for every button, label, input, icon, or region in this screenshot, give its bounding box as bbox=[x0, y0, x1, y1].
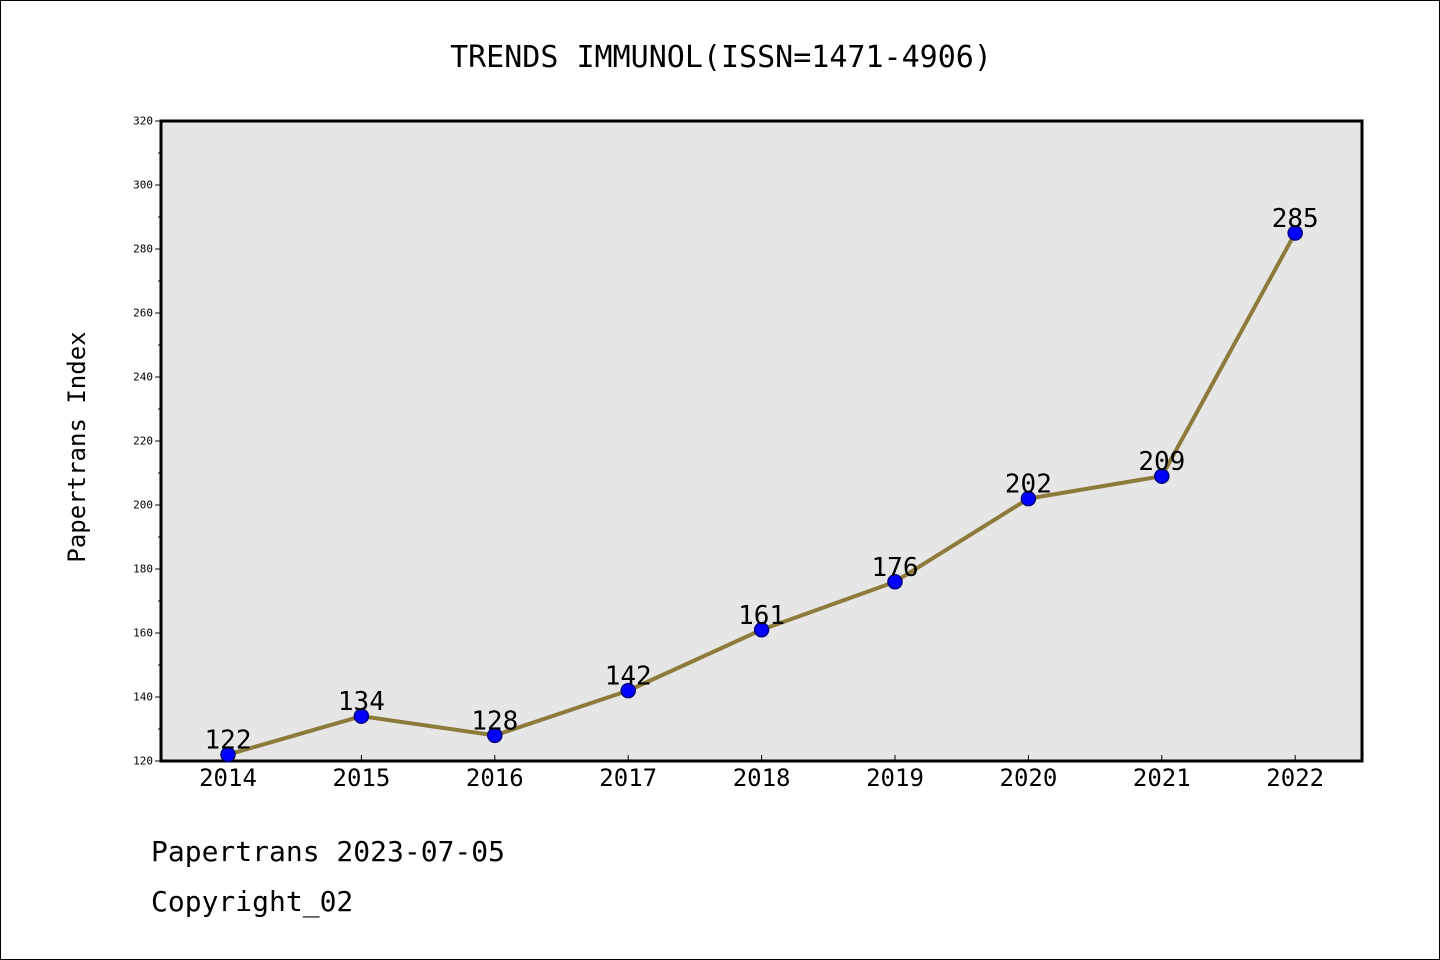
data-label: 142 bbox=[605, 662, 652, 692]
y-tick-label: 200 bbox=[133, 499, 153, 512]
data-labels: 122 134 128 142 161 176 202 209 285 bbox=[205, 204, 1319, 756]
data-point bbox=[353, 708, 370, 724]
data-label: 202 bbox=[1005, 470, 1052, 500]
data-point bbox=[1154, 468, 1170, 484]
plot-area bbox=[159, 119, 1364, 763]
y-tick-label: 180 bbox=[133, 563, 153, 576]
x-tick-label: 2021 bbox=[1133, 764, 1191, 792]
data-point bbox=[887, 574, 903, 590]
x-tick-label: 2022 bbox=[1266, 764, 1324, 792]
x-tick-label: 2019 bbox=[866, 764, 924, 792]
y-tick-label: 160 bbox=[133, 627, 153, 640]
x-tick-label: 2014 bbox=[199, 764, 257, 792]
y-tick-label: 300 bbox=[133, 179, 153, 192]
y-tick-label: 280 bbox=[133, 243, 153, 256]
y-tick-label: 240 bbox=[133, 371, 153, 384]
chart-title: TRENDS IMMUNOL(ISSN=1471-4906) bbox=[450, 40, 992, 75]
x-tick-label: 2016 bbox=[466, 764, 524, 792]
y-tick-label: 320 bbox=[133, 115, 153, 128]
y-tick-label: 120 bbox=[133, 755, 153, 768]
footer-date: Papertrans 2023-07-05 bbox=[151, 835, 506, 868]
data-label: 176 bbox=[872, 553, 919, 583]
data-label: 285 bbox=[1272, 204, 1319, 234]
x-tick-label: 2018 bbox=[733, 764, 791, 792]
data-point bbox=[1287, 225, 1303, 241]
data-label: 209 bbox=[1138, 447, 1185, 477]
x-tick-label: 2015 bbox=[333, 764, 391, 792]
data-markers bbox=[220, 225, 1303, 763]
y-axis-ticks: 120 140 160 180 200 220 240 260 280 300 320 bbox=[133, 115, 161, 768]
data-point bbox=[1020, 490, 1037, 507]
y-axis-label: Papertrans Index bbox=[63, 331, 91, 562]
data-label: 128 bbox=[471, 706, 518, 736]
x-axis-ticks: 2014 2015 2016 2017 2018 2019 2020 2021 2022 bbox=[199, 755, 1324, 792]
data-label: 122 bbox=[205, 726, 252, 756]
data-point bbox=[753, 622, 770, 638]
x-tick-label: 2020 bbox=[1000, 764, 1058, 792]
footer-copyright: Copyright_02 bbox=[151, 885, 354, 918]
data-point bbox=[487, 727, 503, 744]
y-tick-label: 140 bbox=[133, 691, 153, 704]
data-label: 161 bbox=[738, 601, 785, 631]
x-tick-label: 2017 bbox=[599, 764, 657, 792]
data-point bbox=[620, 682, 636, 699]
y-tick-label: 220 bbox=[133, 435, 153, 448]
data-label: 134 bbox=[338, 687, 385, 717]
y-tick-label: 260 bbox=[133, 307, 153, 320]
data-point bbox=[220, 746, 236, 763]
